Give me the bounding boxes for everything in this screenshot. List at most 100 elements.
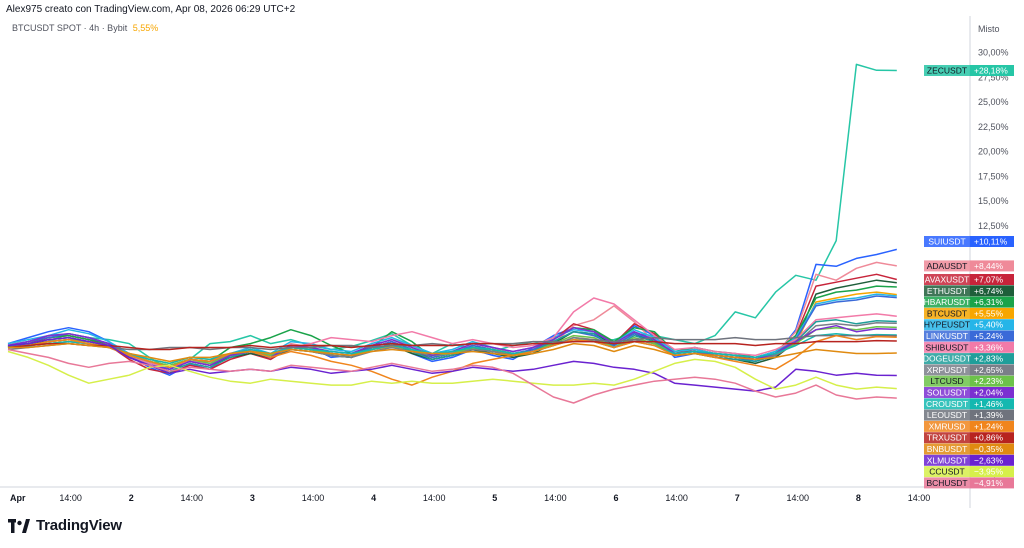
series-label-value: +28,18%	[974, 66, 1008, 76]
x-tick-label: 14:00	[302, 493, 325, 503]
series-line-leousdt[interactable]	[7, 334, 897, 351]
series-label-avaxusdt[interactable]: AVAXUSDT +7,07%	[924, 274, 1014, 285]
series-label-value: +2,83%	[974, 354, 1004, 364]
series-label-suiusdt[interactable]: SUIUSDT +10,11%	[924, 236, 1014, 247]
series-label-name: BTCUSDT	[927, 308, 967, 318]
series-label-ethusdt[interactable]: ETHUSDT +6,74%	[924, 285, 1014, 297]
x-tick-label: 3	[250, 493, 255, 503]
tradingview-logo-text: TradingView	[36, 517, 122, 534]
y-tick-label: 27,50%	[978, 72, 1009, 82]
x-tick-label: 14:00	[181, 493, 204, 503]
series-label-crousdt[interactable]: CROUSDT +1,46%	[924, 398, 1014, 410]
series-label-name: HBARUSDT	[924, 297, 971, 307]
series-label-trxusdt[interactable]: TRXUSDT +0,86%	[924, 432, 1014, 444]
series-label-name: LEOUSDT	[927, 410, 967, 420]
series-line-zecusdt[interactable]	[7, 63, 897, 371]
series-label-name: SUIUSDT	[928, 237, 965, 247]
series-label-value: −4,91%	[974, 478, 1004, 488]
series-label-value: +5,40%	[974, 320, 1004, 330]
x-tick-label: 14:00	[59, 493, 82, 503]
x-tick-label: 14:00	[908, 493, 931, 503]
series-label-value: +3,36%	[974, 342, 1004, 352]
series-label-name: LTCUSD	[930, 376, 963, 386]
series-label-value: +2,04%	[974, 388, 1004, 398]
y-tick-label: 12,50%	[978, 221, 1009, 231]
series-label-value: +8,44%	[974, 261, 1004, 271]
series-label-name: BCHUSDT	[926, 478, 967, 488]
series-label-value: +5,55%	[974, 308, 1004, 318]
series-label-bnbusdt[interactable]: BNBUSDT −0,35%	[924, 443, 1014, 455]
series-label-name: DOGEUSDT	[923, 354, 971, 364]
series-label-value: −0,35%	[974, 444, 1004, 454]
series-line-crousdt[interactable]	[7, 332, 897, 365]
y-tick-label: 20,00%	[978, 147, 1009, 157]
x-tick-label: 14:00	[423, 493, 446, 503]
series-label-ccusdt[interactable]: CCUSDT −3,95%	[924, 466, 1014, 478]
x-tick-label: 6	[613, 493, 618, 503]
symbol-label: BTCUSDT SPOT · 4h · Bybit	[12, 23, 128, 33]
series-label-xmrusd[interactable]: XMRUSD +1,24%	[924, 420, 1014, 432]
series-line-bchusdt[interactable]	[7, 348, 897, 404]
series-line-bnbusdt[interactable]	[8, 342, 897, 363]
series-label-value: +7,07%	[974, 275, 1004, 285]
series-label-dogeusdt[interactable]: DOGEUSDT +2,83%	[923, 353, 1014, 365]
series-label-solusdt[interactable]: SOLUSDT +2,04%	[924, 387, 1014, 398]
series-label-btcusdt[interactable]: BTCUSDT +5,55%	[924, 307, 1014, 319]
series-label-name: ADAUSDT	[927, 261, 968, 271]
series-line-shibusdt[interactable]	[7, 297, 897, 369]
tradingview-logo-icon	[8, 518, 30, 533]
series-lines	[7, 63, 897, 404]
series-label-shibusdt[interactable]: SHIBUSDT +3,36%	[924, 341, 1014, 353]
x-tick-label: 4	[371, 493, 376, 503]
series-label-adausdt[interactable]: ADAUSDT +8,44%	[924, 260, 1014, 272]
series-label-value: +1,39%	[974, 410, 1004, 420]
series-label-leousdt[interactable]: LEOUSDT +1,39%	[924, 409, 1014, 421]
y-tick-label: 30,00%	[978, 48, 1009, 58]
y-tick-label: 17,50%	[978, 171, 1009, 181]
series-label-hypeusdt[interactable]: HYPEUSDT +5,40%	[924, 319, 1014, 331]
series-label-value: +2,65%	[974, 365, 1004, 375]
series-label-value: +0,86%	[974, 433, 1004, 443]
series-label-name: TRXUSDT	[927, 433, 967, 443]
series-label-value: +5,24%	[974, 331, 1004, 341]
tradingview-logo[interactable]: TradingView	[8, 517, 122, 534]
y-tick-label: 15,00%	[978, 196, 1009, 206]
time-axis[interactable]: Apr 14:00 2 14:00 3 14:00 4 14:00 5 14:00 6 14:00 7 1…	[10, 493, 930, 503]
series-label-name: SHIBUSDT	[926, 342, 969, 352]
series-label-name: XRPUSDT	[927, 365, 968, 375]
x-tick-label: 2	[129, 493, 134, 503]
series-value-labels: ZECUSDT +28,18% SUIUSDT +10,11% ADAUSDT +8,44…	[923, 65, 1014, 489]
series-label-value: +10,11%	[974, 237, 1008, 247]
series-label-zecusdt[interactable]: ZECUSDT +28,18%	[924, 65, 1014, 76]
x-tick-label: 5	[492, 493, 497, 503]
series-label-name: XMRUSD	[929, 421, 966, 431]
series-label-value: +1,24%	[974, 421, 1004, 431]
series-label-xlmusdt[interactable]: XLMUSDT −2,63%	[924, 454, 1014, 466]
series-label-value: +6,31%	[974, 297, 1004, 307]
series-label-hbarusdt[interactable]: HBARUSDT +6,31%	[924, 296, 1014, 308]
series-label-linkusdt[interactable]: LINKUSDT +5,24%	[924, 330, 1014, 342]
symbol-legend[interactable]: BTCUSDT SPOT · 4h · Bybit 5,55%	[12, 23, 158, 33]
series-label-name: CROUSDT	[926, 399, 968, 409]
x-tick-label: 14:00	[544, 493, 567, 503]
series-label-name: ZECUSDT	[927, 66, 967, 76]
x-tick-label: Apr	[10, 493, 26, 503]
series-label-name: XLMUSDT	[927, 455, 968, 465]
series-label-name: LINKUSDT	[926, 331, 968, 341]
series-label-value: +1,46%	[974, 399, 1004, 409]
series-label-bchusdt[interactable]: BCHUSDT −4,91%	[924, 477, 1014, 489]
series-label-name: BNBUSDT	[927, 444, 968, 454]
x-tick-label: 14:00	[787, 493, 810, 503]
x-tick-label: 7	[735, 493, 740, 503]
series-label-xrpusdt[interactable]: XRPUSDT +2,65%	[924, 364, 1014, 376]
chart-credit: Alex975 creato con TradingView.com, Apr …	[6, 4, 296, 15]
series-label-name: CCUSDT	[929, 467, 964, 477]
series-label-ltcusd[interactable]: LTCUSD +2,23%	[924, 375, 1014, 387]
x-tick-label: 8	[856, 493, 861, 503]
scale-mode-label[interactable]: Misto	[978, 24, 1000, 34]
symbol-change: 5,55%	[132, 23, 159, 33]
series-line-trxusdt[interactable]	[7, 339, 897, 351]
series-label-value: −2,63%	[974, 455, 1004, 465]
x-tick-label: 14:00	[665, 493, 688, 503]
